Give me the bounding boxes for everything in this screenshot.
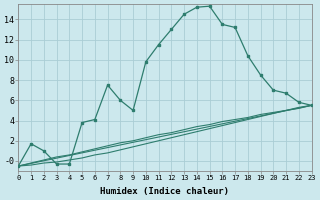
X-axis label: Humidex (Indice chaleur): Humidex (Indice chaleur) [100, 187, 229, 196]
